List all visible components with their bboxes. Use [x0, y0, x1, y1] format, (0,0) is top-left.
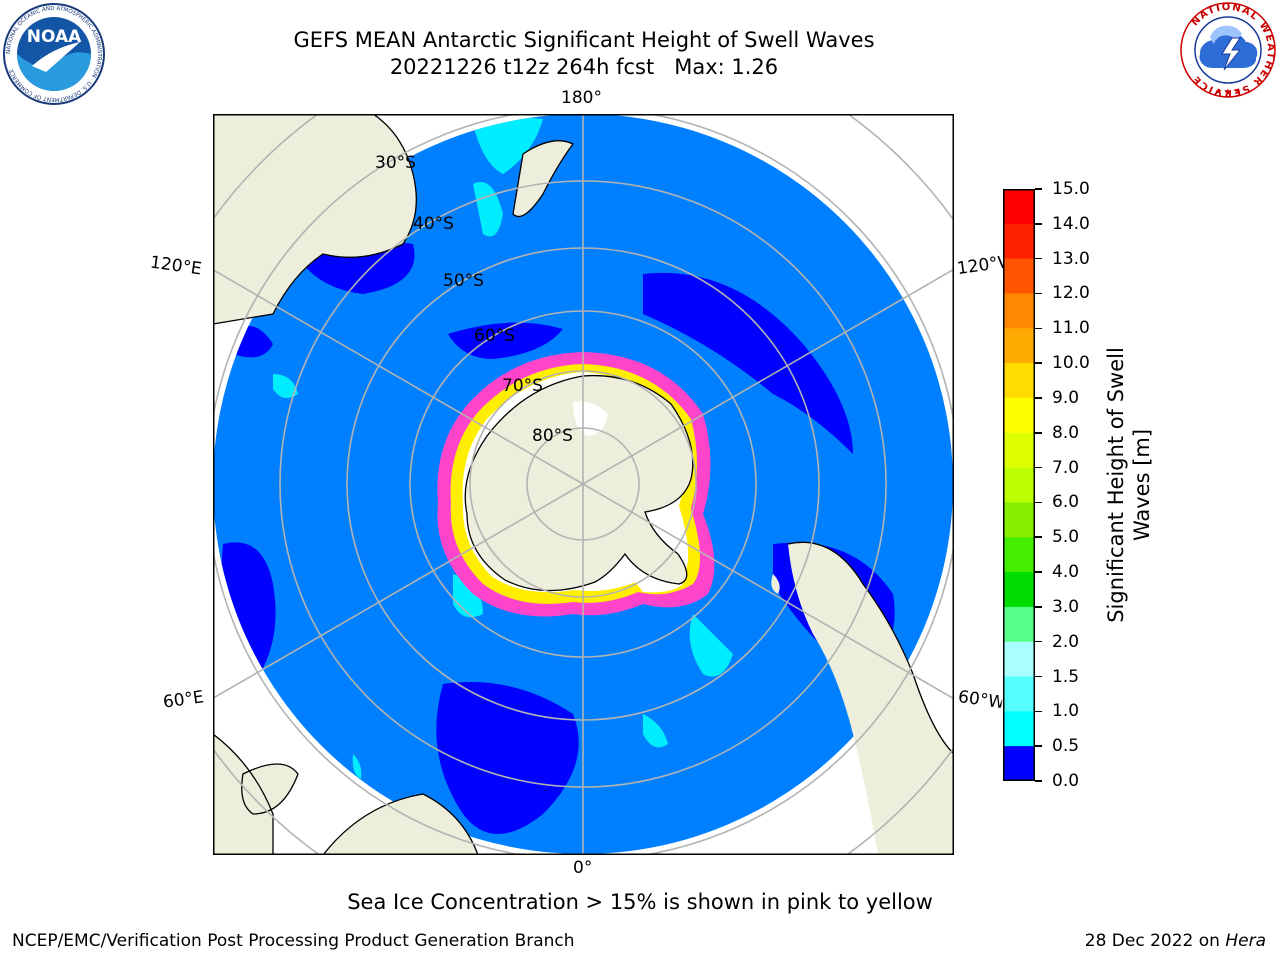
colorbar-segment — [1003, 328, 1035, 364]
colorbar-segment — [1003, 293, 1035, 329]
colorbar-tick-label: 1.0 — [1052, 701, 1080, 722]
colorbar-tick-label: 1.5 — [1052, 666, 1080, 687]
lat-label-80s: 80°S — [532, 426, 573, 446]
colorbar-tick-label: 15.0 — [1052, 179, 1090, 199]
colorbar-segment — [1003, 223, 1035, 260]
footer-date: 28 Dec 2022 on Hera — [1085, 931, 1266, 951]
colorbar-tick-mark — [1035, 501, 1042, 504]
colorbar-segment — [1003, 363, 1035, 399]
lat-label-60s: 60°S — [474, 326, 515, 346]
chart-subtitle-forecast: 20221226 t12z 264h fcst Max: 1.26 — [389, 55, 779, 79]
colorbar-segment — [1003, 189, 1035, 225]
lat-label-70s: 70°S — [502, 376, 543, 396]
lat-label-50s: 50°S — [443, 271, 484, 291]
colorbar-tick-label: 0.0 — [1052, 771, 1080, 791]
colorbar-segment — [1003, 641, 1035, 678]
colorbar-tick-mark — [1035, 675, 1042, 678]
colorbar-label: Significant Height of Swell Waves [m] — [1104, 347, 1154, 623]
lat-label-40s: 40°S — [413, 214, 454, 234]
colorbar-tick-mark — [1035, 606, 1042, 608]
colorbar-segment — [1003, 502, 1035, 538]
colorbar-tick-mark — [1035, 188, 1042, 190]
colorbar-segment — [1003, 711, 1035, 747]
lon-label-upper-right: 120°W — [955, 252, 1005, 280]
sea-ice-ring — [437, 352, 715, 617]
colorbar-tick-label: 12.0 — [1052, 283, 1090, 304]
colorbar-tick-mark — [1035, 397, 1042, 399]
lon-label-upper-left: 120°E — [148, 252, 203, 280]
nws-logo: NATIONAL WEATHER SERVICE ★ ★ ★ — [1180, 2, 1276, 98]
footer-credit: NCEP/EMC/Verification Post Processing Pr… — [12, 931, 575, 951]
colorbar-tick-label: 13.0 — [1052, 248, 1090, 269]
colorbar-segment — [1003, 432, 1035, 469]
colorbar-tick-label: 10.0 — [1052, 353, 1090, 374]
colorbar-tick-mark — [1035, 257, 1042, 260]
noaa-logo-text: NOAA — [27, 27, 82, 47]
noaa-logo: NOAA NATIONAL OCEANIC AND ATMOSPHERIC AD… — [3, 3, 105, 105]
colorbar-tick-mark — [1035, 292, 1042, 295]
lon-label-bottom: 0° — [573, 858, 593, 878]
graticule — [213, 114, 954, 855]
colorbar-tick-label: 11.0 — [1052, 318, 1090, 339]
colorbar-tick-mark — [1035, 327, 1042, 330]
chart-title: GEFS MEAN Antarctic Significant Height o… — [293, 28, 875, 52]
colorbar-segment — [1003, 258, 1035, 294]
colorbar-segment — [1003, 537, 1035, 573]
map-border — [213, 114, 954, 855]
colorbar-tick-mark — [1035, 362, 1042, 364]
colorbar-tick-mark — [1035, 745, 1042, 747]
colorbar-segment — [1003, 606, 1035, 643]
colorbar-tick-label: 14.0 — [1052, 213, 1090, 234]
footer-date-text: 28 Dec 2022 on — [1084, 931, 1226, 951]
svg-text:★ ★ ★: ★ ★ ★ — [1215, 87, 1242, 96]
colorbar-tick-mark — [1035, 780, 1042, 782]
colorbar-segment — [1003, 676, 1035, 712]
polar-map: 30°S 40°S 50°S 60°S 70°S 80°S — [213, 114, 954, 855]
colorbar-segment — [1003, 746, 1035, 781]
lat-label-30s: 30°S — [375, 153, 416, 173]
colorbar-segment — [1003, 467, 1035, 503]
colorbar-tick-label: 9.0 — [1052, 387, 1080, 408]
colorbar-segment — [1003, 572, 1035, 608]
colorbar-tick-label: 2.0 — [1052, 631, 1080, 652]
colorbar-tick-label: 3.0 — [1052, 596, 1080, 617]
latitude-labels: 30°S 40°S 50°S 60°S 70°S 80°S — [375, 153, 573, 446]
colorbar-tick-mark — [1035, 640, 1042, 643]
lon-label-lower-left: 60°E — [161, 687, 206, 713]
footer-host: Hera — [1225, 931, 1266, 951]
colorbar-tick-label: 7.0 — [1052, 457, 1080, 478]
colorbar-tick-label: 0.5 — [1052, 736, 1080, 757]
lon-label-lower-right: 60°W — [956, 687, 1004, 713]
sea-ice-note: Sea Ice Concentration > 15% is shown in … — [347, 890, 933, 914]
colorbar-tick-mark — [1035, 432, 1042, 434]
colorbar-tick-mark — [1035, 571, 1042, 573]
colorbar — [1003, 189, 1035, 781]
colorbar-tick-label: 8.0 — [1052, 422, 1080, 443]
colorbar-tick-mark — [1035, 710, 1042, 713]
colorbar-tick-label: 6.0 — [1052, 492, 1080, 513]
colorbar-tick-mark — [1035, 466, 1042, 469]
colorbar-segment — [1003, 397, 1035, 434]
colorbar-tick-label: 5.0 — [1052, 527, 1080, 548]
colorbar-tick-label: 4.0 — [1052, 562, 1080, 583]
colorbar-tick-mark — [1035, 536, 1042, 538]
colorbar-tick-mark — [1035, 223, 1042, 225]
lon-label-top: 180° — [561, 88, 602, 108]
coastlines — [213, 114, 954, 855]
